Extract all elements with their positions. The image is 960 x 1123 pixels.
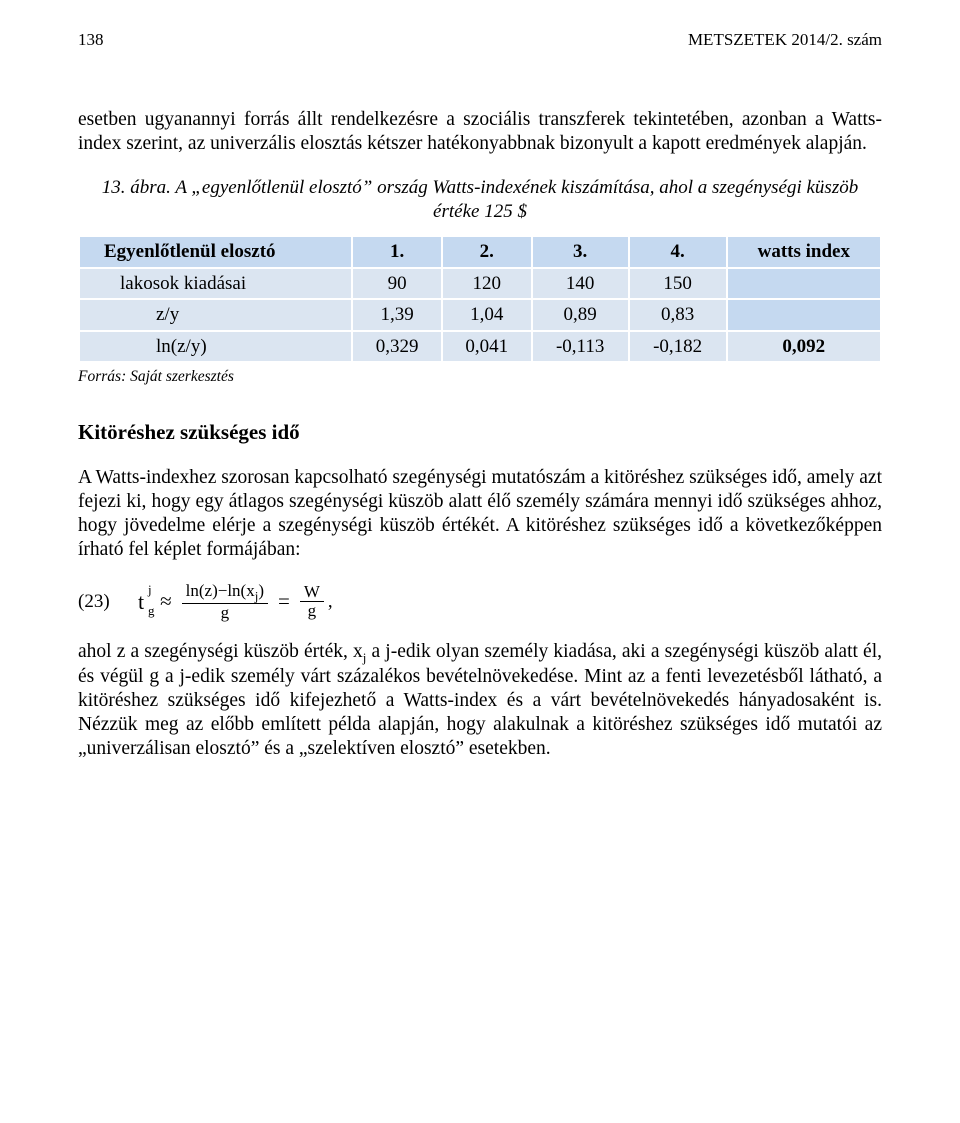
cell: 1,39: [352, 299, 442, 330]
table-row: z/y 1,39 1,04 0,89 0,83: [79, 299, 881, 330]
journal-title: METSZETEK 2014/2. szám: [688, 30, 882, 50]
cell: -0,113: [532, 331, 629, 362]
section-paragraph: A Watts-indexhez szorosan kapcsolható sz…: [78, 466, 882, 562]
cell: 0,89: [532, 299, 629, 330]
intro-paragraph: esetben ugyanannyi forrás állt rendelkez…: [78, 108, 882, 156]
header-label: Egyenlőtlenül elosztó: [79, 236, 352, 267]
var-x-sub: j: [363, 650, 367, 665]
page-number: 138: [78, 30, 104, 50]
header-col-1: 1.: [352, 236, 442, 267]
cell-blank: [727, 268, 881, 299]
fraction-2: W g: [300, 583, 324, 620]
frac2-denominator: g: [304, 602, 321, 620]
frac1-numerator: ln(z)−ln(xj): [182, 582, 268, 604]
cell: 120: [442, 268, 532, 299]
row-label: z/y: [79, 299, 352, 330]
formula-number: (23): [78, 590, 138, 613]
t-sub: g: [148, 603, 155, 619]
cell: 140: [532, 268, 629, 299]
table-row: lakosok kiadásai 90 120 140 150: [79, 268, 881, 299]
frac1-num-close: ): [258, 581, 264, 600]
formula: (23) t j g ≈ ln(z)−ln(xj) g = W g: [78, 582, 882, 622]
cell: 1,04: [442, 299, 532, 330]
cell: 90: [352, 268, 442, 299]
cell-result: 0,092: [727, 331, 881, 362]
figure-caption: 13. ábra. A „egyenlőtlenül elosztó” orsz…: [78, 176, 882, 224]
cell: 0,329: [352, 331, 442, 362]
formula-tail: ,: [324, 590, 333, 613]
cell: 150: [629, 268, 727, 299]
formula-body: t j g ≈ ln(z)−ln(xj) g = W g ,: [138, 582, 333, 622]
equals-sign: =: [268, 589, 300, 615]
row-label: ln(z/y): [79, 331, 352, 362]
header-col-5: watts index: [727, 236, 881, 267]
table-source: Forrás: Saját szerkesztés: [78, 367, 882, 386]
formula-t: t j g: [138, 588, 150, 615]
section-title: Kitöréshez szükséges idő: [78, 420, 882, 446]
final-paragraph: ahol z a szegénységi küszöb érték, xj a …: [78, 640, 882, 762]
running-header: 138 METSZETEK 2014/2. szám: [78, 30, 882, 50]
header-col-3: 3.: [532, 236, 629, 267]
table-row: ln(z/y) 0,329 0,041 -0,113 -0,182 0,092: [79, 331, 881, 362]
header-col-2: 2.: [442, 236, 532, 267]
caption-line-1: 13. ábra. A „egyenlőtlenül elosztó” orsz…: [102, 177, 858, 198]
frac1-denominator: g: [217, 604, 234, 622]
cell-blank: [727, 299, 881, 330]
t-base: t: [138, 589, 144, 614]
page: 138 METSZETEK 2014/2. szám esetben ugyan…: [0, 0, 960, 1123]
header-col-4: 4.: [629, 236, 727, 267]
cell: -0,182: [629, 331, 727, 362]
fraction-1: ln(z)−ln(xj) g: [182, 582, 268, 622]
frac2-numerator: W: [300, 583, 324, 602]
watts-table: Egyenlőtlenül elosztó 1. 2. 3. 4. watts …: [78, 235, 882, 362]
frac1-num-text: ln(z)−ln(x: [186, 581, 255, 600]
table-header-row: Egyenlőtlenül elosztó 1. 2. 3. 4. watts …: [79, 236, 881, 267]
caption-line-2: értéke 125 $: [433, 201, 527, 222]
row-label: lakosok kiadásai: [79, 268, 352, 299]
cell: 0,83: [629, 299, 727, 330]
body: esetben ugyanannyi forrás állt rendelkez…: [78, 108, 882, 761]
var-x: x: [353, 641, 363, 662]
t-sup: j: [148, 582, 152, 598]
cell: 0,041: [442, 331, 532, 362]
